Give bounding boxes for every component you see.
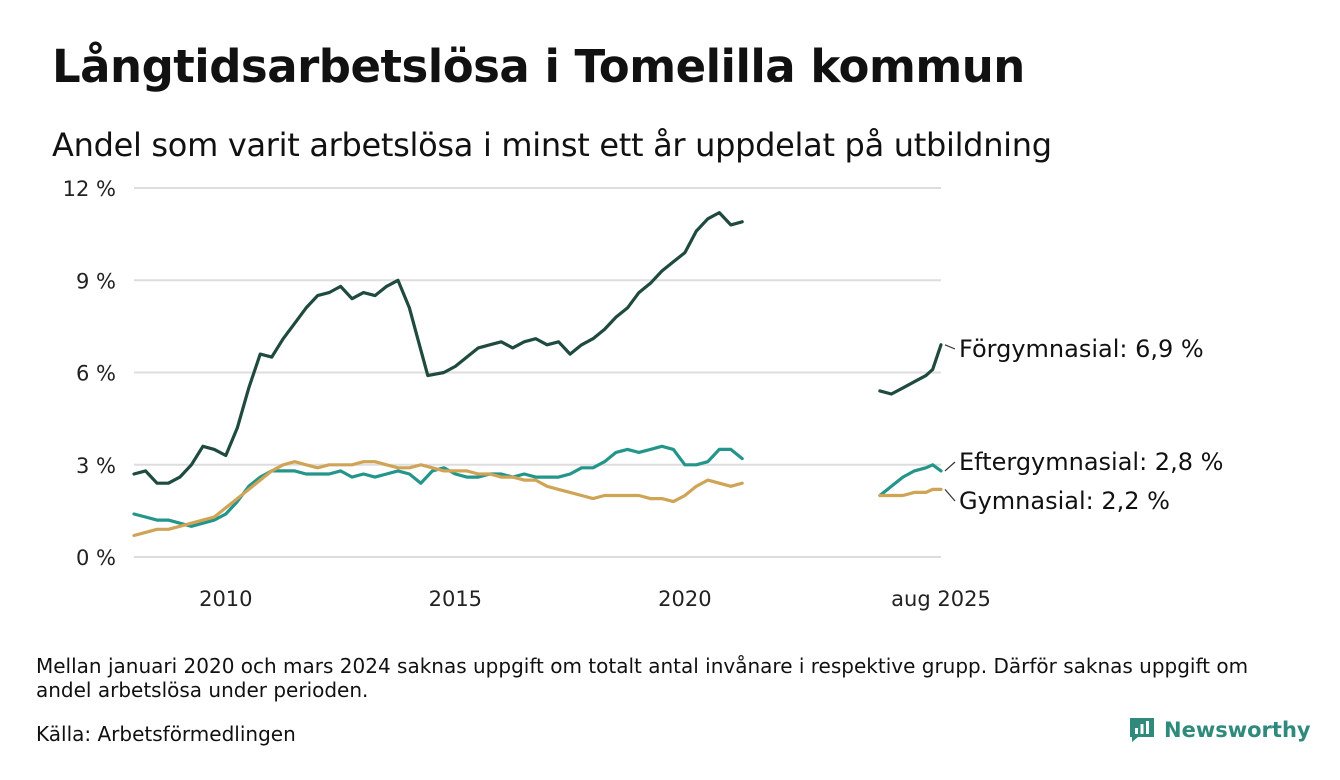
x-tick-label: aug 2025 bbox=[891, 587, 991, 611]
brand-logo[interactable]: Newsworthy bbox=[1128, 716, 1311, 744]
series-line-förgymnasial bbox=[878, 343, 943, 396]
footnote: Mellan januari 2020 och mars 2024 saknas… bbox=[36, 654, 1249, 702]
y-tick-label: 12 % bbox=[63, 177, 116, 201]
x-tick-label: 2010 bbox=[199, 587, 252, 611]
series-line-förgymnasial bbox=[132, 211, 744, 485]
series-label-eftergymnasial: Eftergymnasial: 2,8 % bbox=[959, 448, 1223, 476]
series-label-gymnasial: Gymnasial: 2,2 % bbox=[959, 487, 1170, 515]
y-tick-label: 3 % bbox=[76, 454, 116, 478]
label-leader bbox=[944, 461, 956, 472]
series-line-gymnasial bbox=[132, 460, 744, 538]
x-tick-label: 2020 bbox=[658, 587, 711, 611]
series-line-eftergymnasial bbox=[878, 463, 943, 498]
line-chart: 0 % 3 % 6 % 9 % 12 % 2010 2015 2020 aug 2025 Förg… bbox=[63, 177, 1224, 611]
label-leader bbox=[944, 344, 956, 350]
chart-subtitle: Andel som varit arbetslösa i minst ett å… bbox=[52, 126, 1052, 164]
x-tick-label: 2015 bbox=[429, 587, 482, 611]
y-tick-label: 0 % bbox=[76, 546, 116, 570]
label-leader bbox=[944, 488, 956, 502]
y-tick-label: 9 % bbox=[76, 269, 116, 293]
newsworthy-logo-icon bbox=[1130, 718, 1154, 742]
chart-title: Långtidsarbetslösa i Tomelilla kommun bbox=[52, 40, 1025, 93]
source-text: Källa: Arbetsförmedlingen bbox=[36, 722, 296, 746]
series-label-förgymnasial: Förgymnasial: 6,9 % bbox=[959, 335, 1204, 363]
y-tick-label: 6 % bbox=[76, 362, 116, 386]
series-line-gymnasial bbox=[878, 487, 943, 498]
brand-name: Newsworthy bbox=[1164, 718, 1311, 742]
series-line-eftergymnasial bbox=[132, 444, 744, 528]
